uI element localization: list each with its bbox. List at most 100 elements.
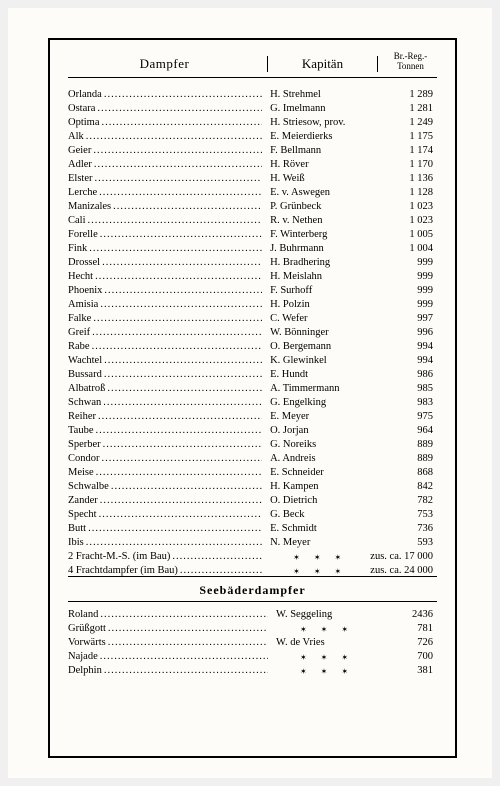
ship-name: Adler [68, 156, 262, 170]
captain-name: H. Polzin [262, 296, 370, 310]
captain-name: P. Grünbeck [262, 198, 370, 212]
tonnage: 999 [370, 268, 437, 282]
tonnage: 593 [370, 534, 437, 548]
captain-placeholder: ✶ ✶ ✶ [268, 620, 378, 634]
content-frame: Dampfer Kapitän Br.-Reg.- Tonnen Orlanda… [48, 38, 457, 758]
ship-name: Sperber [68, 436, 262, 450]
table-row: CondorA. Andreis889 [68, 450, 437, 464]
captain-name: E. Meyer [262, 408, 370, 422]
table-row: ZanderO. Dietrich782 [68, 492, 437, 506]
table-row: FalkeC. Wefer997 [68, 310, 437, 324]
ship-name: Orlanda [68, 86, 262, 100]
table-row: CaliR. v. Nethen1 023 [68, 212, 437, 226]
table-row: MeiseE. Schneider868 [68, 464, 437, 478]
tonnage: 889 [370, 436, 437, 450]
table-row: OrlandaH. Strehmel1 289 [68, 86, 437, 100]
tonnage: 1 023 [370, 212, 437, 226]
tonnage: 975 [370, 408, 437, 422]
tonnage: 868 [370, 464, 437, 478]
tonnage: 999 [370, 254, 437, 268]
build-name: 4 Frachtdampfer (im Bau) [68, 562, 262, 576]
tonnage: 1 128 [370, 184, 437, 198]
ship-name: Ostara [68, 100, 262, 114]
tonnage: 999 [370, 296, 437, 310]
captain-name: O. Jorjan [262, 422, 370, 436]
captain-name: W. Bönninger [262, 324, 370, 338]
captain-name: G. Noreiks [262, 436, 370, 450]
document-page: Dampfer Kapitän Br.-Reg.- Tonnen Orlanda… [8, 8, 492, 778]
captain-name: F. Bellmann [262, 142, 370, 156]
captain-name: G. Beck [262, 506, 370, 520]
ship-name: Amisia [68, 296, 262, 310]
ship-name: Delphin [68, 662, 268, 676]
tonnage: 1 004 [370, 240, 437, 254]
captain-placeholder: ✶ ✶ ✶ [268, 648, 378, 662]
tonnage: 994 [370, 338, 437, 352]
captain-name: O. Bergemann [262, 338, 370, 352]
table-row: ForelleF. Winterberg1 005 [68, 226, 437, 240]
captain-name: A. Andreis [262, 450, 370, 464]
captain-name: H. Striesow, prov. [262, 114, 370, 128]
section-seebad-title: Seebäderdampfer [68, 577, 437, 601]
ship-name: Reiher [68, 408, 262, 422]
ship-name: Albatroß [68, 380, 262, 394]
tonnage: 2436 [378, 606, 437, 620]
tonnage: zus. ca. 17 000 [370, 548, 437, 562]
tonnage: 889 [370, 450, 437, 464]
table-row: FinkJ. Buhrmann1 004 [68, 240, 437, 254]
table-row: GeierF. Bellmann1 174 [68, 142, 437, 156]
ship-name: Ibis [68, 534, 262, 548]
captain-name: G. Imelmann [262, 100, 370, 114]
tonnage: 753 [370, 506, 437, 520]
table-row: DrosselH. Bradhering999 [68, 254, 437, 268]
tonnage: 1 281 [370, 100, 437, 114]
captain-placeholder: ✶ ✶ ✶ [268, 662, 378, 676]
ship-name: Greif [68, 324, 262, 338]
header-tonnen-2: Tonnen [397, 61, 424, 71]
tonnage: 985 [370, 380, 437, 394]
ship-name: Optima [68, 114, 262, 128]
ship-name: Condor [68, 450, 262, 464]
ship-name: Vorwärts [68, 634, 268, 648]
table-row: ReiherE. Meyer975 [68, 408, 437, 422]
ship-name: Butt [68, 520, 262, 534]
table-row: VorwärtsW. de Vries726 [68, 634, 437, 648]
captain-name: H. Röver [262, 156, 370, 170]
captain-name: F. Surhoff [262, 282, 370, 296]
ship-name: Najade [68, 648, 268, 662]
ship-name: Cali [68, 212, 262, 226]
captain-name: R. v. Nethen [262, 212, 370, 226]
table-row: AlkE. Meierdierks1 175 [68, 128, 437, 142]
captain-name: O. Dietrich [262, 492, 370, 506]
tonnage: 842 [370, 478, 437, 492]
ship-name: Drossel [68, 254, 262, 268]
header-tonnen: Br.-Reg.- Tonnen [378, 52, 437, 72]
table-row: 4 Frachtdampfer (im Bau)✶ ✶ ✶zus. ca. 24… [68, 562, 437, 576]
ship-name: Elster [68, 170, 262, 184]
table-row: HechtH. Meislahn999 [68, 268, 437, 282]
ship-name: Hecht [68, 268, 262, 282]
tonnage: 999 [370, 282, 437, 296]
tonnage: 782 [370, 492, 437, 506]
tonnage: 986 [370, 366, 437, 380]
table-row: OptimaH. Striesow, prov.1 249 [68, 114, 437, 128]
ship-name: Taube [68, 422, 262, 436]
table-row: Grüßgott✶ ✶ ✶781 [68, 620, 437, 634]
table-row: WachtelK. Glewinkel994 [68, 352, 437, 366]
captain-name: W. Seggeling [268, 606, 378, 620]
ship-name: Bussard [68, 366, 262, 380]
tonnage: 996 [370, 324, 437, 338]
ship-name: Schwalbe [68, 478, 262, 492]
ship-name: Schwan [68, 394, 262, 408]
table-row: LercheE. v. Aswegen1 128 [68, 184, 437, 198]
ship-name: Phoenix [68, 282, 262, 296]
tonnage: 736 [370, 520, 437, 534]
ship-name: Grüßgott [68, 620, 268, 634]
ship-name: Manizales [68, 198, 262, 212]
captain-placeholder: ✶ ✶ ✶ [262, 562, 370, 576]
captain-name: G. Engelking [262, 394, 370, 408]
tonnage: 381 [378, 662, 437, 676]
captain-placeholder: ✶ ✶ ✶ [262, 548, 370, 562]
tonnage: zus. ca. 24 000 [370, 562, 437, 576]
table-row: ManizalesP. Grünbeck1 023 [68, 198, 437, 212]
